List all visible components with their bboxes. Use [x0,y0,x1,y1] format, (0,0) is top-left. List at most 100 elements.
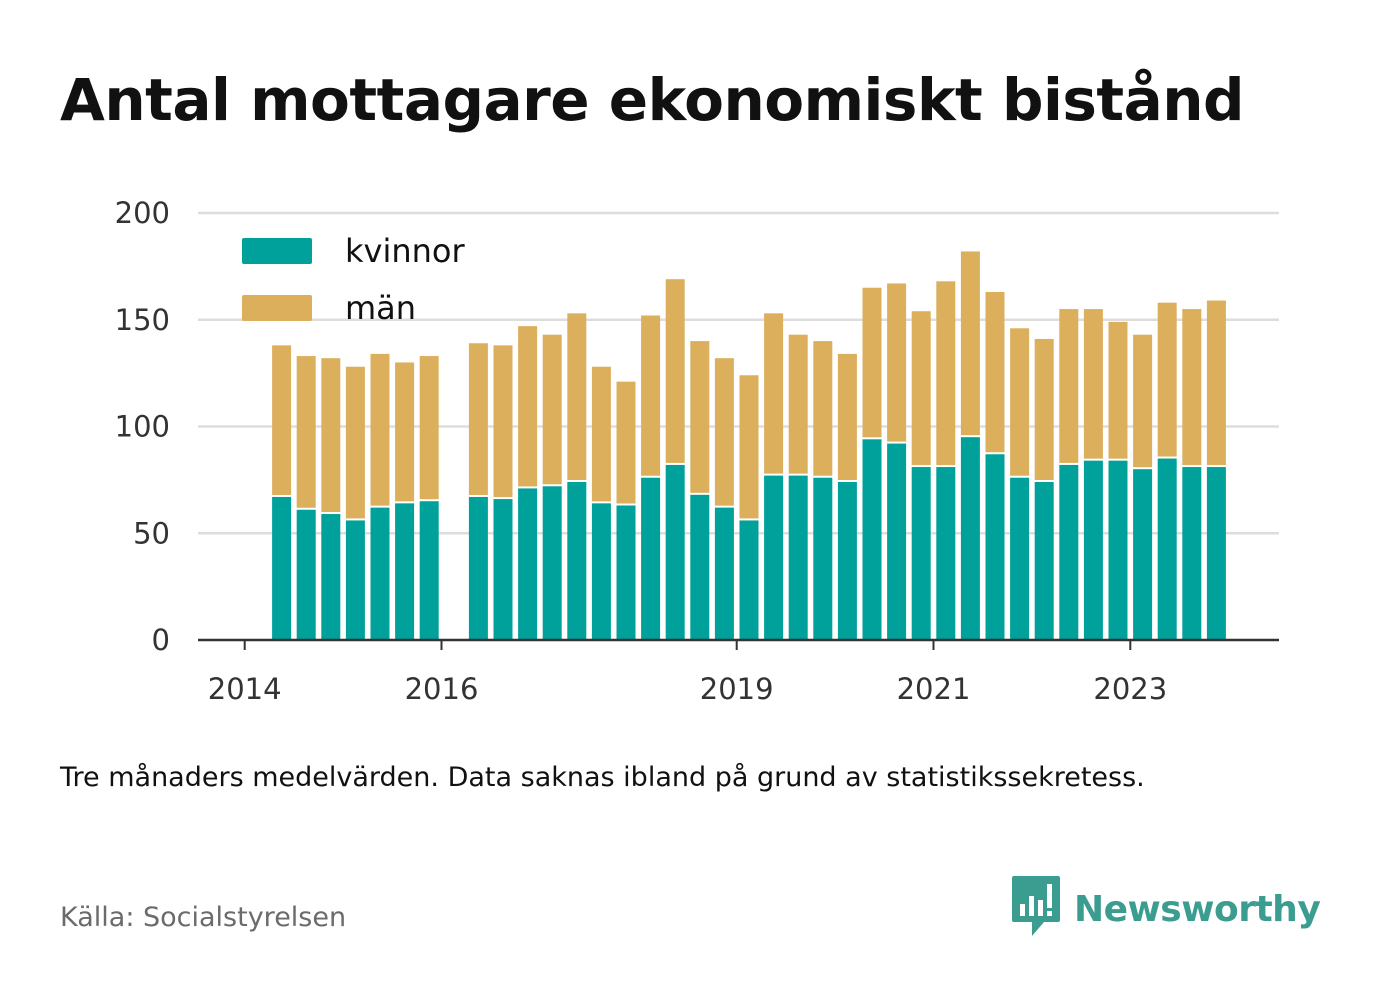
bar-man [493,345,513,498]
x-tick-label: 2016 [405,672,479,706]
y-tick-label: 150 [115,303,170,337]
bar-man [1108,321,1128,459]
bar-man [272,345,292,495]
bar-kvinnor [985,454,1005,640]
bar-kvinnor [665,464,685,640]
bar-man [665,279,685,463]
bar-kvinnor [1206,467,1226,640]
bar-man [1157,302,1177,457]
bar-man [567,313,587,481]
brand-logo[interactable]: Newsworthy [1010,874,1321,944]
bar-man [690,341,710,493]
bar-kvinnor [813,477,833,640]
bar-kvinnor [739,520,759,640]
bar-man [542,334,562,485]
bar-kvinnor [493,499,513,640]
y-tick-label: 0 [152,623,170,657]
bar-kvinnor [911,467,931,640]
bar-man [591,366,611,502]
x-axis-ticks: 2014 2016 2019 2021 2023 [208,640,1167,706]
bar-man [345,366,365,519]
bar-man [1133,334,1153,468]
bar-kvinnor [1034,482,1054,640]
x-tick-label: 2023 [1093,672,1167,706]
bar-kvinnor [837,482,857,640]
bar-kvinnor [936,467,956,640]
bar-kvinnor [370,507,390,640]
bar-kvinnor [641,477,661,640]
bar-man [395,362,415,502]
bar-kvinnor [345,520,365,640]
bars [272,251,1226,640]
bar-kvinnor [960,437,980,640]
x-tick-label: 2019 [700,672,774,706]
bar-kvinnor [616,505,636,640]
legend-swatch-kvinnor [242,238,312,264]
bar-kvinnor [468,496,488,640]
chart-title: Antal mottagare ekonomiskt bistånd [60,66,1245,134]
stacked-bar-chart: 0 50 100 150 200 2014 2016 2019 2021 2023 kvinno… [115,196,1279,706]
bar-kvinnor [1010,477,1030,640]
y-tick-label: 100 [115,410,170,444]
bar-kvinnor [887,443,907,640]
bar-man [616,381,636,504]
bar-man [739,375,759,519]
bar-man [862,287,882,438]
bar-man [641,315,661,476]
x-tick-label: 2014 [208,672,282,706]
bar-kvinnor [862,439,882,640]
bar-man [960,251,980,436]
bar-kvinnor [591,503,611,640]
bar-kvinnor [542,486,562,640]
source-credit: Källa: Socialstyrelsen [60,902,347,933]
legend-label-kvinnor: kvinnor [345,232,466,270]
bar-man [1083,309,1103,459]
bar-man [468,343,488,495]
bar-man [813,341,833,476]
bar-man [788,334,808,474]
bar-man [370,353,390,506]
bar-kvinnor [518,488,538,640]
bar-man [714,358,734,506]
bar-man [887,283,907,442]
legend-swatch-man [242,295,312,321]
bar-kvinnor [1133,469,1153,640]
x-tick-label: 2021 [897,672,971,706]
bar-kvinnor [567,482,587,640]
bar-kvinnor [1108,460,1128,640]
bar-kvinnor [1083,460,1103,640]
bar-man [321,358,341,513]
bar-kvinnor [395,503,415,640]
y-tick-label: 50 [133,516,170,550]
bar-man [936,281,956,466]
bar-man [518,326,538,487]
bar-man [985,291,1005,453]
bar-man [1182,309,1202,466]
brand-name: Newsworthy [1074,888,1321,930]
legend-label-man: män [345,289,416,327]
bar-man [1206,300,1226,466]
bar-kvinnor [714,507,734,640]
chart-note: Tre månaders medelvärden. Data saknas ib… [60,762,1145,793]
bar-kvinnor [272,496,292,640]
bar-man [837,353,857,481]
bar-man [1010,328,1030,476]
bar-kvinnor [1182,467,1202,640]
bar-kvinnor [1059,464,1079,640]
bar-man [764,313,784,474]
bar-kvinnor [419,501,439,640]
legend: kvinnor män [242,232,466,327]
bar-man [1059,309,1079,463]
bar-chart-speech-bubble-icon [1010,874,1062,944]
y-tick-label: 200 [115,196,170,230]
bar-man [911,311,931,466]
bar-man [419,356,439,500]
bar-man [296,356,316,508]
bar-man [1034,338,1054,481]
bar-kvinnor [690,494,710,640]
bar-kvinnor [296,509,316,640]
bar-kvinnor [1157,458,1177,640]
y-axis-ticks: 0 50 100 150 200 [115,196,170,657]
bar-kvinnor [788,475,808,640]
bar-kvinnor [764,475,784,640]
